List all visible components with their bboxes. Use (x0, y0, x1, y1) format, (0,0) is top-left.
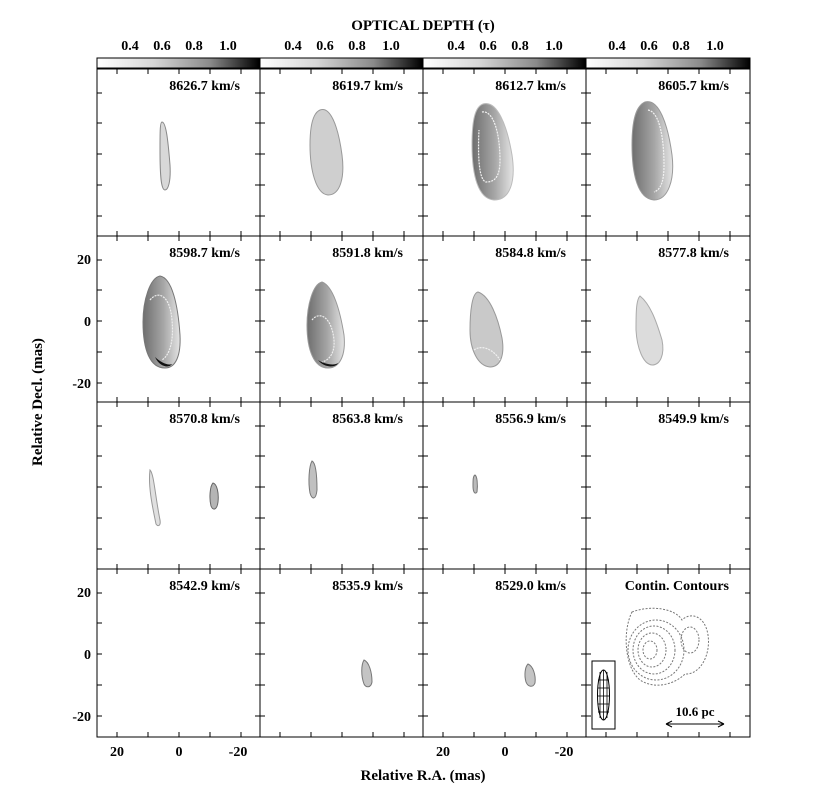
colorbar-tick: 0.4 (608, 39, 626, 54)
absorption-blob (635, 295, 664, 366)
absorption-blob (631, 101, 674, 201)
y-tick-label: 0 (84, 315, 91, 330)
colorbar-tick: 1.0 (219, 39, 237, 54)
x-tick-label: -20 (555, 745, 574, 760)
colorbar-tick: 0.4 (447, 39, 465, 54)
absorption-blob (361, 659, 373, 688)
panel-label: 8626.7 km/s (169, 79, 240, 94)
absorption-blob (306, 281, 345, 369)
panel-label: 8570.8 km/s (169, 412, 240, 427)
panel-label: 8619.7 km/s (332, 79, 403, 94)
colorbar-tick: 1.0 (545, 39, 563, 54)
colorbar-title: OPTICAL DEPTH (τ) (351, 18, 495, 34)
colorbar (585, 57, 751, 69)
y-tick-label: 0 (84, 648, 91, 663)
panel-label: Contin. Contours (625, 579, 730, 594)
y-tick-labels: 20 0 -20 20 0 -20 (72, 253, 91, 725)
panel-labels: 8626.7 km/s 8619.7 km/s 8612.7 km/s 8605… (169, 79, 729, 594)
absorption-core (318, 360, 338, 367)
absorption-contour (647, 109, 665, 193)
panel-label: 8563.8 km/s (332, 412, 403, 427)
absorption-blob (469, 291, 504, 368)
y-tick-label: 20 (77, 253, 91, 268)
x-tick-label: 0 (176, 745, 183, 760)
scale-bar: 10.6 pc (665, 704, 725, 728)
colorbar-tick: 0.6 (153, 39, 171, 54)
colorbar-tick: 0.8 (185, 39, 203, 54)
colorbar-tick: 0.6 (640, 39, 658, 54)
axis-ticks (97, 69, 750, 737)
scale-bar-label: 10.6 pc (676, 704, 715, 719)
colorbar-tick: 1.0 (706, 39, 724, 54)
scale-bar-arrow-left (665, 720, 673, 728)
colorbar-tick: 0.4 (121, 39, 139, 54)
absorption-blob (472, 474, 478, 494)
absorption-contour (477, 111, 501, 183)
colorbar (259, 57, 423, 69)
beam-hatching (598, 670, 609, 720)
contour-ring (625, 607, 709, 686)
absorption-contour (149, 294, 174, 361)
absorption-core (155, 357, 172, 367)
y-tick-label: -20 (72, 710, 91, 725)
panel-label: 8535.9 km/s (332, 579, 403, 594)
colorbar-tick: 1.0 (382, 39, 400, 54)
contour-ring (680, 626, 700, 654)
panel-label: 8598.7 km/s (169, 246, 240, 261)
colorbar-tick: 0.8 (672, 39, 690, 54)
y-tick-label: 20 (77, 586, 91, 601)
contour-ring (632, 625, 676, 675)
absorption-blob (308, 460, 318, 499)
panel-label: 8605.7 km/s (658, 79, 729, 94)
absorption-blob (149, 468, 161, 527)
panel-label: 8591.8 km/s (332, 246, 403, 261)
colorbar-tick: 0.4 (284, 39, 302, 54)
colorbars (96, 57, 751, 69)
continuum-contours (625, 607, 709, 686)
scale-bar-arrow-right (717, 720, 725, 728)
absorption-features (142, 101, 674, 688)
x-tick-label: 20 (110, 745, 124, 760)
x-axis-title: Relative R.A. (mas) (361, 768, 486, 784)
absorption-blob (142, 275, 181, 369)
colorbar (422, 57, 586, 69)
absorption-blob (309, 109, 344, 196)
colorbar-tick: 0.8 (348, 39, 366, 54)
absorption-blob (524, 663, 536, 687)
panel-label: 8556.9 km/s (495, 412, 566, 427)
panel-label: 8577.8 km/s (658, 246, 729, 261)
panel-label: 8549.9 km/s (658, 412, 729, 427)
x-tick-label: -20 (229, 745, 248, 760)
contour-ring (642, 640, 658, 660)
colorbar-tick: 0.6 (316, 39, 334, 54)
panel-label: 8612.7 km/s (495, 79, 566, 94)
colorbar-tick: 0.6 (479, 39, 497, 54)
panel-grid (96, 68, 751, 738)
y-tick-label: -20 (72, 377, 91, 392)
absorption-blob (471, 103, 514, 201)
colorbar-tick: 0.8 (511, 39, 529, 54)
panel-label: 8542.9 km/s (169, 579, 240, 594)
x-tick-labels: 20 0 -20 20 0 -20 (110, 745, 573, 760)
absorption-blob (159, 121, 171, 191)
contour-ring (627, 619, 685, 681)
contour-ring (637, 632, 667, 668)
colorbar-tick-labels: 0.4 0.6 0.8 1.0 0.4 0.6 0.8 1.0 0.4 0.6 … (121, 39, 724, 54)
absorption-contour (473, 347, 501, 361)
panel-label: 8529.0 km/s (495, 579, 566, 594)
x-tick-label: 20 (436, 745, 450, 760)
x-tick-label: 0 (502, 745, 509, 760)
colorbar (96, 57, 260, 69)
panel-label: 8584.8 km/s (495, 246, 566, 261)
absorption-contour (311, 315, 335, 363)
beam (591, 660, 616, 730)
y-axis-title: Relative Decl. (mas) (30, 338, 46, 466)
absorption-blob (209, 482, 219, 510)
